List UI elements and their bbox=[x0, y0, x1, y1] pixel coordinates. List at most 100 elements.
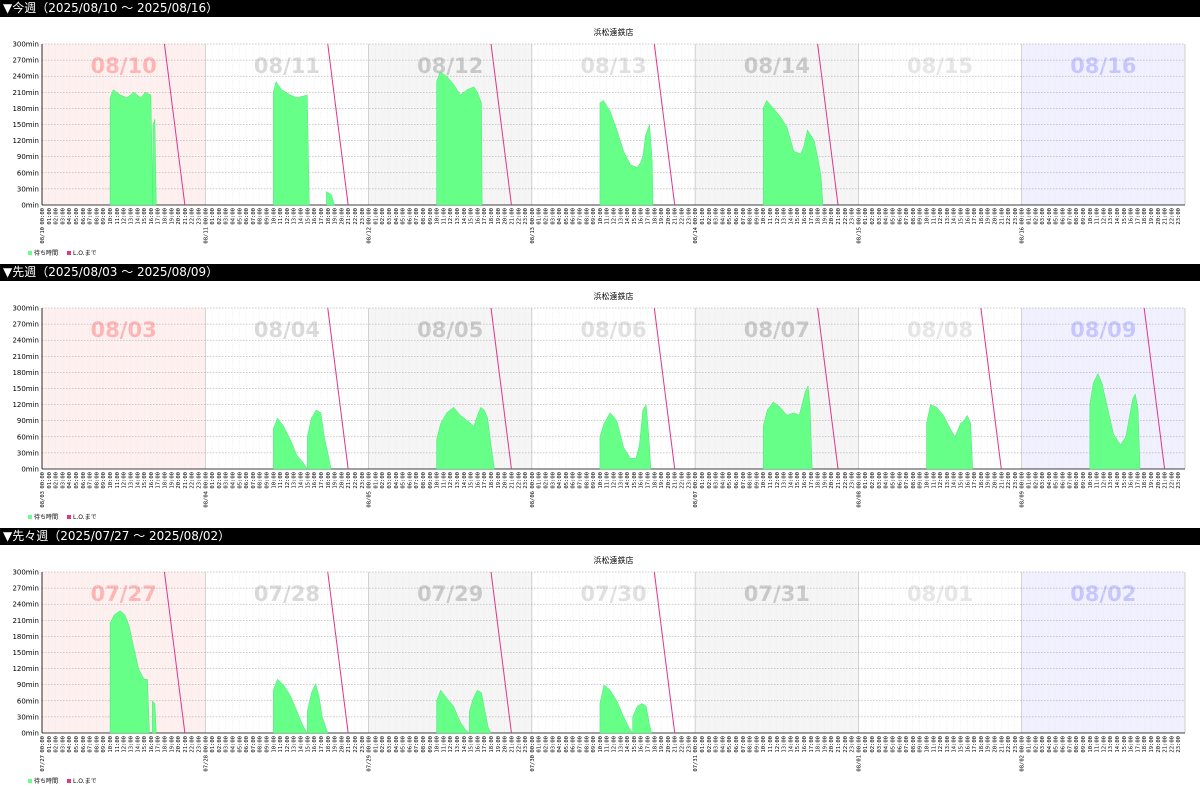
x-tick-label: 04:00 bbox=[884, 472, 890, 489]
x-date-label: 08/04 bbox=[203, 490, 209, 507]
x-tick-label: 19:00 bbox=[1149, 208, 1155, 225]
wait-time-series bbox=[109, 71, 824, 206]
x-tick-label: 07:00 bbox=[414, 736, 420, 753]
x-tick-label: 20:00 bbox=[339, 736, 345, 753]
x-tick-label: 23:00 bbox=[196, 472, 202, 489]
x-tick-label: 00:00 bbox=[693, 472, 699, 489]
x-tick-label: 15:00 bbox=[795, 736, 801, 753]
x-tick-label: 17:00 bbox=[482, 736, 488, 753]
x-tick-label: 01:00 bbox=[47, 472, 53, 489]
x-tick-label: 21:00 bbox=[183, 736, 189, 753]
x-tick-label: 18:00 bbox=[652, 208, 658, 225]
x-tick-label: 00:00 bbox=[40, 208, 46, 225]
x-tick-label: 00:00 bbox=[856, 736, 862, 753]
x-tick-label: 00:00 bbox=[203, 208, 209, 225]
x-ticks: 00:00 01:00 02:00 03:00 04:00 05:00 06:00 07:00… bbox=[40, 472, 1182, 508]
chart-title: 浜松遠鉄店 bbox=[594, 291, 634, 301]
x-tick-label: 20:00 bbox=[993, 736, 999, 753]
x-tick-label: 16:00 bbox=[475, 208, 481, 225]
x-tick-label: 22:00 bbox=[353, 472, 359, 489]
lo-line bbox=[327, 307, 349, 470]
x-tick-label: 10:00 bbox=[108, 736, 114, 753]
x-tick-label: 12:00 bbox=[938, 736, 944, 753]
x-tick-label: 03:00 bbox=[550, 736, 556, 753]
week-header: ▼先々週（2025/07/27 〜 2025/08/02） bbox=[0, 528, 1200, 545]
week-section-this: ▼今週（2025/08/10 〜 2025/08/16） 08/10 08/11 0… bbox=[0, 0, 1200, 264]
x-tick-label: 00:00 bbox=[367, 208, 373, 225]
x-tick-label: 22:00 bbox=[353, 736, 359, 753]
x-tick-label: 19:00 bbox=[496, 208, 502, 225]
x-tick-label: 01:00 bbox=[700, 472, 706, 489]
x-tick-label: 18:00 bbox=[979, 208, 985, 225]
x-tick-label: 18:00 bbox=[489, 208, 495, 225]
x-tick-label: 20:00 bbox=[829, 472, 835, 489]
lo-series bbox=[327, 307, 1166, 470]
x-date-label: 08/10 bbox=[40, 227, 46, 244]
x-tick-label: 13:00 bbox=[1108, 472, 1114, 489]
x-tick-label: 19:00 bbox=[333, 736, 339, 753]
x-tick-label: 21:00 bbox=[999, 208, 1005, 225]
x-tick-label: 11:00 bbox=[605, 208, 611, 225]
x-tick-label: 14:00 bbox=[1115, 736, 1121, 753]
x-tick-label: 11:00 bbox=[441, 208, 447, 225]
x-tick-label: 14:00 bbox=[462, 472, 468, 489]
x-tick-label: 16:00 bbox=[149, 472, 155, 489]
x-tick-label: 10:00 bbox=[435, 472, 441, 489]
lo-series bbox=[163, 43, 839, 206]
x-tick-label: 08:00 bbox=[584, 736, 590, 753]
x-tick-label: 13:00 bbox=[128, 736, 134, 753]
x-tick-label: 18:00 bbox=[326, 472, 332, 489]
x-tick-label: 18:00 bbox=[816, 736, 822, 753]
x-tick-label: 02:00 bbox=[54, 208, 60, 225]
x-date-label: 07/30 bbox=[530, 755, 536, 772]
x-tick-label: 05:00 bbox=[890, 736, 896, 753]
x-tick-label: 22:00 bbox=[1006, 472, 1012, 489]
x-tick-label: 02:00 bbox=[1033, 472, 1039, 489]
x-tick-label: 20:00 bbox=[176, 208, 182, 225]
x-tick-label: 19:00 bbox=[496, 472, 502, 489]
x-tick-label: 20:00 bbox=[829, 736, 835, 753]
x-tick-label: 20:00 bbox=[339, 208, 345, 225]
x-tick-label: 04:00 bbox=[720, 736, 726, 753]
x-tick-label: 17:00 bbox=[156, 208, 162, 225]
x-tick-label: 20:00 bbox=[1156, 736, 1162, 753]
x-tick-label: 01:00 bbox=[47, 736, 53, 753]
x-tick-label: 22:00 bbox=[680, 472, 686, 489]
x-tick-label: 23:00 bbox=[523, 472, 529, 489]
x-tick-label: 00:00 bbox=[856, 472, 862, 489]
x-tick-label: 02:00 bbox=[380, 736, 386, 753]
x-tick-label: 17:00 bbox=[972, 736, 978, 753]
y-tick-label: 300min bbox=[12, 305, 39, 313]
x-tick-label: 04:00 bbox=[1047, 208, 1053, 225]
x-date-label: 08/01 bbox=[856, 755, 862, 772]
x-tick-label: 04:00 bbox=[67, 736, 73, 753]
y-tick-label: 120min bbox=[12, 665, 39, 673]
x-tick-label: 11:00 bbox=[605, 736, 611, 753]
x-tick-label: 13:00 bbox=[455, 472, 461, 489]
legend-swatch-lo bbox=[67, 779, 71, 783]
x-tick-label: 18:00 bbox=[979, 736, 985, 753]
legend-label-lo: L.O.まで bbox=[73, 778, 97, 785]
wait-area bbox=[632, 703, 652, 734]
y-tick-label: 150min bbox=[12, 121, 39, 129]
wait-area bbox=[599, 684, 633, 734]
x-tick-label: 19:00 bbox=[169, 736, 175, 753]
x-tick-label: 11:00 bbox=[115, 472, 121, 489]
x-tick-label: 03:00 bbox=[877, 208, 883, 225]
wait-area bbox=[273, 81, 310, 206]
x-tick-label: 22:00 bbox=[1169, 736, 1175, 753]
x-tick-label: 06:00 bbox=[897, 472, 903, 489]
x-tick-label: 07:00 bbox=[88, 736, 94, 753]
x-tick-label: 04:00 bbox=[1047, 736, 1053, 753]
x-ticks: 00:00 01:00 02:00 03:00 04:00 05:00 06:00 07:00… bbox=[40, 208, 1182, 244]
x-tick-label: 03:00 bbox=[387, 736, 393, 753]
x-tick-label: 17:00 bbox=[972, 208, 978, 225]
x-tick-label: 13:00 bbox=[455, 736, 461, 753]
x-tick-label: 08:00 bbox=[584, 472, 590, 489]
x-tick-label: 02:00 bbox=[870, 736, 876, 753]
x-tick-label: 13:00 bbox=[292, 736, 298, 753]
x-tick-label: 15:00 bbox=[142, 736, 148, 753]
legend-label-wait: 待ち時間 bbox=[34, 777, 58, 785]
x-tick-label: 01:00 bbox=[210, 736, 216, 753]
x-tick-label: 17:00 bbox=[156, 736, 162, 753]
